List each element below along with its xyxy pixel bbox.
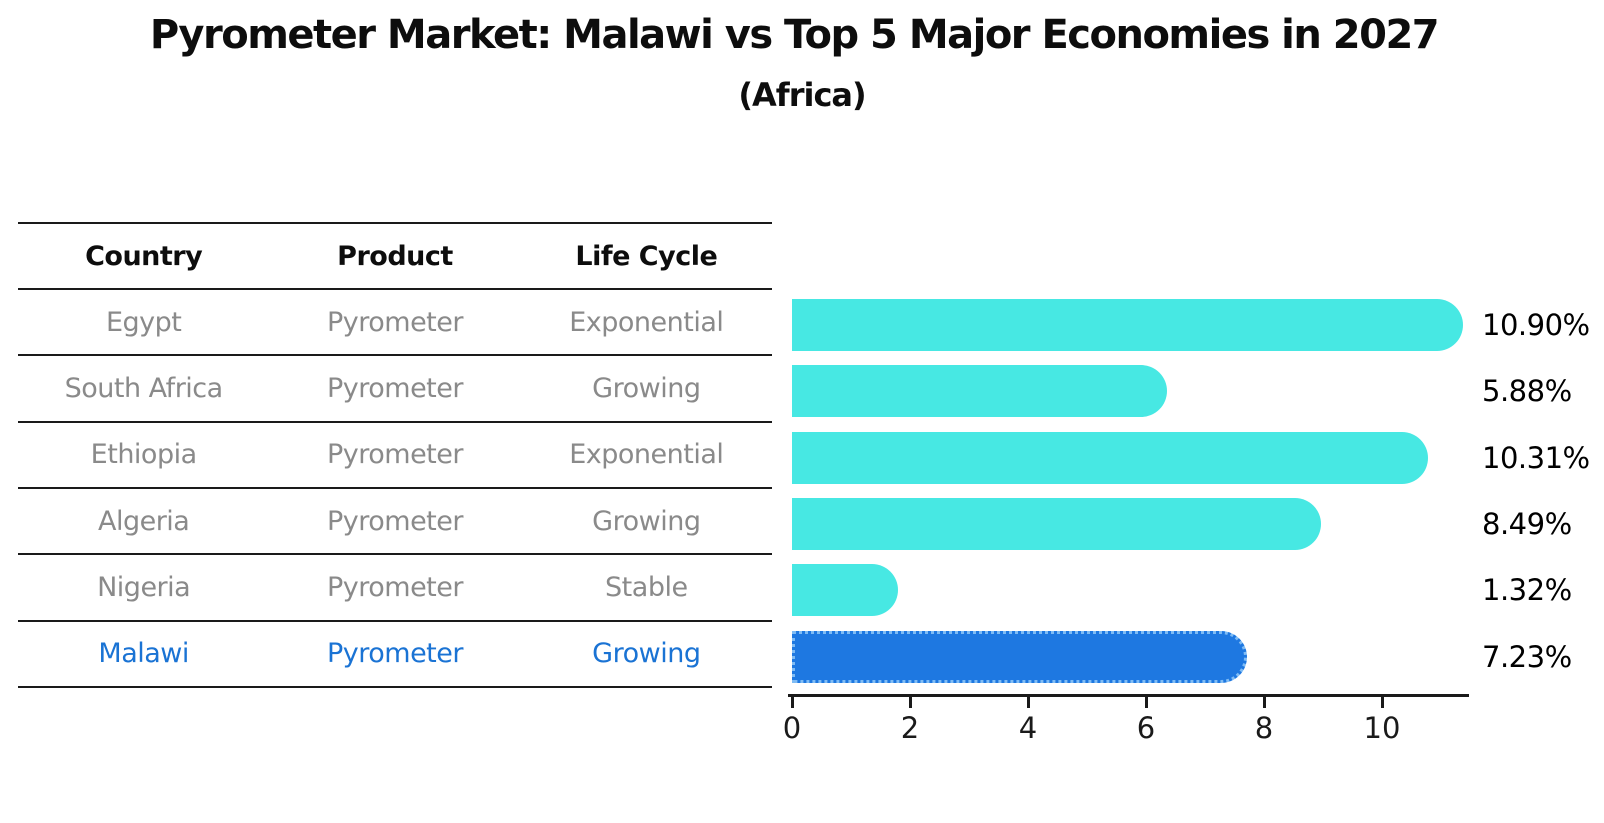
value-label-nigeria: 1.32%: [1482, 573, 1572, 608]
cell-country: South Africa: [64, 372, 224, 404]
x-tick-mark: [1144, 696, 1148, 708]
x-axis-line: [788, 694, 1469, 697]
cell-life-cycle: Growing: [592, 638, 701, 670]
cell-product: Pyrometer: [326, 439, 464, 471]
cell-product: Pyrometer: [326, 638, 464, 670]
cell-country: Ethiopia: [90, 439, 197, 471]
x-tick-label: 0: [782, 711, 802, 745]
x-tick-label: 6: [1136, 711, 1156, 745]
x-tick-label: 2: [900, 711, 920, 745]
value-label-malawi: 7.23%: [1482, 639, 1572, 674]
column-header-country: Country: [85, 240, 203, 272]
value-label-algeria: 8.49%: [1482, 506, 1572, 541]
cell-life-cycle: Stable: [605, 571, 688, 603]
chart-title: Pyrometer Market: Malawi vs Top 5 Major …: [149, 12, 1440, 58]
x-tick-mark: [1262, 696, 1266, 708]
table-header-row: Country Product Life Cycle: [18, 222, 772, 290]
value-label-egypt: 10.90%: [1482, 308, 1590, 342]
country-table: Country Product Life Cycle Egypt Pyromet…: [18, 222, 772, 688]
table-row-algeria: Algeria Pyrometer Growing: [18, 489, 772, 556]
cell-life-cycle: Growing: [592, 372, 701, 404]
cell-country: Malawi: [98, 638, 189, 670]
x-tick-label: 8: [1254, 711, 1274, 745]
cell-country: Algeria: [97, 505, 190, 537]
table-row-nigeria: Nigeria Pyrometer Stable: [18, 555, 772, 622]
x-tick-mark: [790, 696, 794, 708]
value-label-ethiopia: 10.31%: [1482, 440, 1590, 475]
table-row-south-africa: South Africa Pyrometer Growing: [18, 356, 772, 423]
bar-south-africa: [792, 365, 1167, 418]
table-row-ethiopia: Ethiopia Pyrometer Exponential: [18, 423, 772, 489]
bar-algeria: [792, 497, 1321, 550]
cell-product: Pyrometer: [326, 372, 464, 404]
bar-nigeria: [792, 564, 898, 617]
cell-country: Nigeria: [97, 571, 191, 603]
table-row-egypt: Egypt Pyrometer Exponential: [18, 290, 772, 357]
x-tick-mark: [908, 696, 912, 708]
bar-malawi-highlighted: [792, 630, 1247, 683]
table-row-malawi: Malawi Pyrometer Growing: [18, 622, 772, 688]
bar-ethiopia: [792, 431, 1429, 484]
column-header-product: Product: [337, 240, 453, 272]
cell-life-cycle: Exponential: [569, 306, 724, 338]
bar-egypt: [792, 299, 1464, 351]
column-header-life-cycle: Life Cycle: [575, 240, 718, 272]
cell-life-cycle: Exponential: [569, 439, 724, 471]
cell-product: Pyrometer: [326, 306, 464, 338]
x-tick-mark: [1026, 696, 1030, 708]
cell-life-cycle: Growing: [592, 505, 701, 537]
chart-subtitle: (Africa): [738, 76, 866, 114]
cell-country: Egypt: [105, 306, 182, 338]
cell-product: Pyrometer: [326, 571, 464, 603]
cell-product: Pyrometer: [326, 505, 464, 537]
x-tick-mark: [1380, 696, 1384, 708]
x-tick-label: 4: [1018, 711, 1038, 745]
x-tick-label: 10: [1363, 711, 1401, 745]
value-label-south-africa: 5.88%: [1482, 374, 1572, 409]
